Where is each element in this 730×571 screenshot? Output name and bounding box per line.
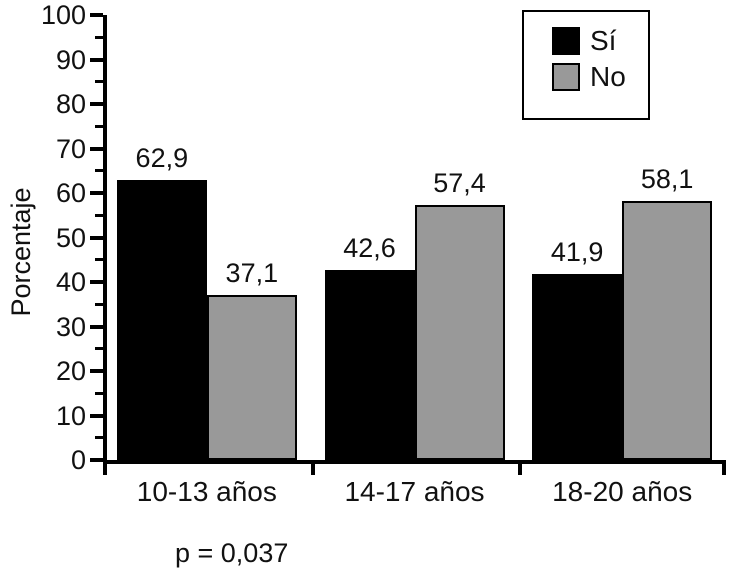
y-tick-label: 90	[55, 44, 86, 75]
x-tick	[722, 462, 726, 475]
p-value-annotation: p = 0,037	[175, 538, 289, 568]
y-tick-label: 10	[55, 400, 86, 431]
legend: Sí No	[522, 10, 650, 120]
y-minor-tick	[95, 436, 103, 440]
y-tick-label: 70	[55, 133, 86, 164]
legend-entry-no: No	[552, 63, 626, 91]
x-category-label: 18-20 años	[552, 476, 693, 507]
bar-value-label: 57,4	[433, 167, 486, 198]
x-tick	[310, 462, 315, 475]
y-axis-line	[103, 15, 107, 464]
legend-label-no: No	[590, 61, 626, 92]
y-major-tick	[90, 146, 103, 151]
y-tick-label: 60	[55, 178, 86, 208]
y-major-tick	[90, 413, 103, 418]
legend-swatch-si	[552, 27, 580, 55]
bar-value-label: 37,1	[225, 257, 279, 288]
y-minor-tick	[95, 302, 103, 306]
y-major-tick	[90, 458, 103, 462]
x-category-label: 10-13 años	[136, 476, 277, 507]
bar-no-group3	[622, 201, 713, 460]
bar-value-label: 42,6	[343, 233, 396, 264]
x-axis-line	[103, 460, 726, 464]
x-tick	[103, 462, 107, 475]
y-tick-label: 100	[40, 0, 86, 30]
y-major-tick	[90, 57, 103, 62]
x-tick	[518, 462, 523, 475]
y-major-tick	[90, 191, 103, 195]
y-major-tick	[90, 235, 103, 240]
y-minor-tick	[95, 258, 103, 262]
y-minor-tick	[95, 124, 103, 128]
bar-value-label: 58,1	[640, 164, 694, 195]
bar-si-group3	[532, 273, 623, 460]
bar-value-label: 62,9	[135, 143, 189, 174]
y-major-tick	[90, 13, 103, 17]
y-minor-tick	[95, 391, 103, 395]
y-tick-label: 30	[55, 311, 86, 342]
plot-area: 62,9 37,1 42,6 57,4 41,9 58,1	[103, 15, 726, 460]
y-minor-tick	[95, 35, 103, 39]
bar-value-label: 41,9	[550, 236, 604, 267]
y-minor-tick	[95, 169, 103, 173]
bar-no-group1	[206, 294, 297, 460]
y-tick-label: 50	[55, 222, 86, 253]
bar-si-group2	[324, 270, 415, 460]
y-minor-tick	[95, 213, 103, 217]
y-major-tick	[90, 102, 103, 106]
y-tick-label: 0	[70, 445, 86, 475]
x-category-label: 14-17 años	[344, 476, 485, 507]
y-tick-label: 80	[55, 89, 86, 119]
y-major-tick	[90, 369, 103, 373]
legend-label-si: Sí	[590, 25, 617, 56]
y-major-tick	[90, 280, 103, 284]
y-tick-label: 40	[55, 267, 86, 297]
bar-si-group1	[116, 180, 207, 460]
legend-swatch-no	[552, 63, 580, 91]
y-tick-label: 20	[55, 356, 86, 386]
legend-entry-si: Sí	[552, 27, 616, 55]
y-major-tick	[90, 324, 103, 329]
bar-no-group2	[414, 204, 505, 460]
y-minor-tick	[95, 347, 103, 351]
y-minor-tick	[95, 80, 103, 84]
